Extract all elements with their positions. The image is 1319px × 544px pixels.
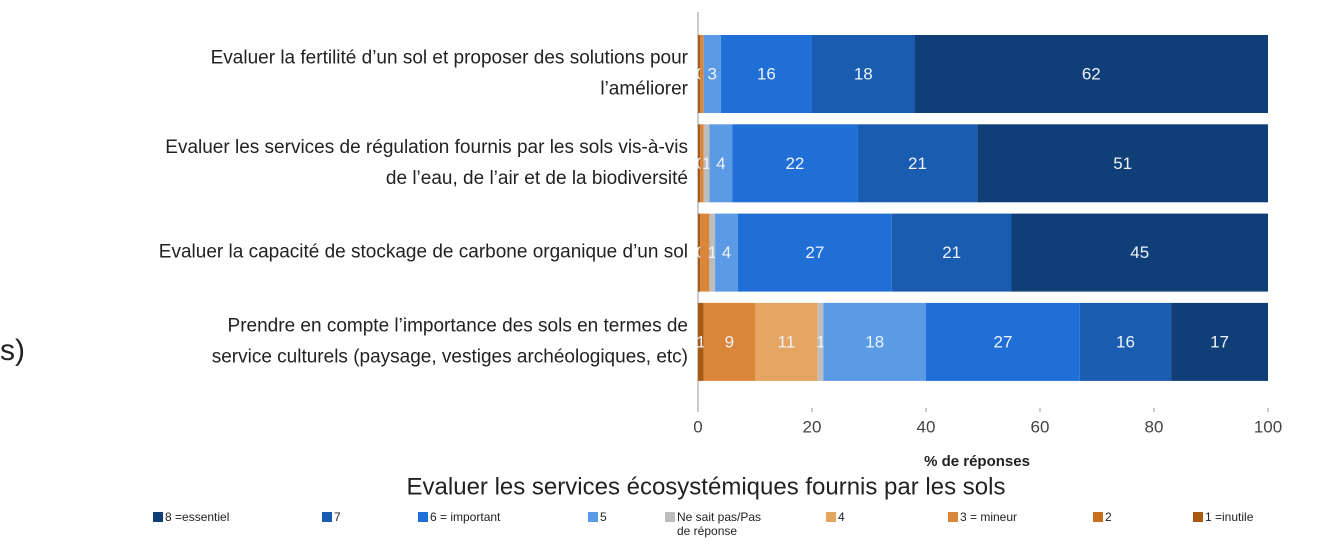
legend-label: 3 = mineur [960,510,1017,524]
legend-label: 8 =essentiel [165,510,229,524]
category-label: Evaluer la capacité de stockage de carbo… [159,242,688,263]
legend-swatch [1093,512,1103,522]
data-label: 3 [708,64,717,83]
bar-segment [857,124,978,203]
legend-swatch [153,512,163,522]
bar-segment [732,124,858,203]
data-label: 17 [1210,332,1229,351]
data-label: 16 [1116,332,1135,351]
legend-swatch [418,512,428,522]
category-label: l’améliorer [600,79,688,100]
data-label: 18 [854,64,873,83]
legend-label: 5 [600,510,607,524]
x-tick-label: 100 [1254,417,1282,436]
bar-segment [926,302,1080,381]
bar-segment [737,213,892,292]
x-tick-label: 0 [693,417,702,436]
legend-swatch [665,512,675,522]
legend-swatch [948,512,958,522]
legend-label: 6 = important [430,510,501,524]
legend-swatch [826,512,836,522]
bar-segment [977,124,1268,203]
bar-segment [914,35,1268,113]
x-tick-label: 60 [1031,417,1050,436]
data-label: 22 [785,154,804,173]
category-label: service culturels (paysage, vestiges arc… [212,346,688,367]
bar-segment [1011,213,1268,292]
bar-segment [703,35,721,113]
bar-segment [700,213,710,292]
legend-label: 4 [838,510,845,524]
x-axis-label: % de réponses [924,453,1030,470]
category-label: de l’eau, de l’air et de la biodiversité [386,168,688,189]
data-label: 27 [993,332,1012,351]
bar-segment [817,302,824,381]
bar-segment [720,35,812,113]
x-tick-label: 80 [1145,417,1164,436]
data-label: 11 [778,332,796,351]
chart-title: Evaluer les services écosystémiques four… [407,473,1006,500]
bar-segment [703,302,755,381]
bar-segment [698,302,704,381]
data-label: 21 [908,154,927,173]
bar-segment [700,35,704,113]
bar-segment [1079,302,1172,381]
data-label: 62 [1082,64,1101,83]
legend-swatch [322,512,332,522]
bar-segment [700,124,704,203]
bar-segment [1171,302,1268,381]
data-label: 1 [708,243,717,262]
bar-segment [812,35,915,113]
x-tick-label: 40 [917,417,936,436]
data-label: 16 [757,64,776,83]
data-label: 27 [805,243,824,262]
legend-swatch [588,512,598,522]
bar-segment [698,124,701,203]
bar-segment [755,302,818,381]
bar-segment [709,124,733,203]
data-label: 4 [716,154,725,173]
data-label: 4 [722,243,731,262]
category-label: Prendre en compte l’importance des sols … [228,315,688,336]
bar-segment [823,302,926,381]
data-label: 1 [816,332,825,351]
data-label: 21 [942,243,961,262]
data-label: 1 [696,332,705,351]
data-label: 1 [702,154,711,173]
legend-swatch [1193,512,1203,522]
bar-segment [715,213,738,292]
bar-segment [698,35,701,113]
category-label: Evaluer les services de régulation fourn… [165,137,688,158]
bar-segment [703,124,710,203]
bar-segment [891,213,1012,292]
category-label: Evaluer la fertilité d’un sol et propose… [211,48,689,69]
x-tick-label: 20 [803,417,822,436]
legend-label: 1 =inutile [1205,510,1254,524]
legend-label: Ne sait pas/Pas [677,510,761,524]
legend-label: de réponse [677,524,737,538]
data-label: 9 [725,332,734,351]
annotation: s) [0,334,25,367]
bar-segment [698,213,701,292]
data-label: 51 [1113,154,1132,173]
legend-label: 7 [334,510,341,524]
bar-segment [709,213,716,292]
data-label: 18 [865,332,884,351]
data-label: 45 [1130,243,1149,262]
legend-label: 2 [1105,510,1112,524]
